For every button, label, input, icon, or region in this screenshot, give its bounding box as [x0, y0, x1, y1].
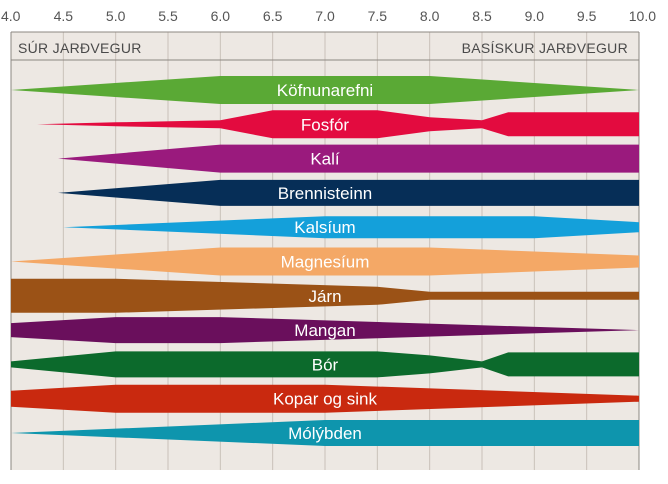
band-fosfór	[37, 110, 639, 139]
x-tick-label: 4.0	[1, 8, 21, 24]
band-label: Fosfór	[301, 115, 350, 134]
x-tick-label: 4.5	[54, 8, 74, 24]
x-tick-label: 8.5	[472, 8, 492, 24]
x-tick-label: 9.0	[525, 8, 545, 24]
zone-label-basic: BASÍSKUR JARÐVEGUR	[462, 40, 628, 56]
band-label: Bór	[312, 355, 339, 374]
x-tick-label: 6.0	[211, 8, 231, 24]
x-tick-label: 7.0	[315, 8, 335, 24]
zone-label-acidic: SÚR JARÐVEGUR	[18, 40, 142, 56]
band-label: Köfnunarefni	[277, 81, 373, 100]
x-tick-label: 5.5	[158, 8, 178, 24]
band-label: Magnesíum	[281, 253, 370, 272]
band-label: Mólýbden	[288, 424, 362, 443]
band-köfnunarefni	[11, 76, 639, 104]
band-label: Kopar og sink	[273, 390, 377, 409]
x-tick-label: 9.5	[577, 8, 597, 24]
x-axis-ticks: 4.0 4.5 5.0 5.5 6.0 6.5 7.0 7.5 8.0 8.5 9.0 9.5 10.0	[1, 8, 656, 24]
band-kalsíum	[63, 216, 640, 239]
band-label: Járn	[308, 287, 341, 306]
band-label: Kalí	[310, 150, 340, 169]
x-tick-label: 5.0	[106, 8, 126, 24]
band-brennisteinn	[58, 179, 640, 206]
band-magnesíum	[11, 247, 639, 276]
band-járn	[11, 278, 639, 313]
band-label: Kalsíum	[294, 218, 355, 237]
x-tick-label: 8.0	[420, 8, 440, 24]
band-label: Brennisteinn	[278, 184, 373, 203]
x-tick-label: 6.5	[263, 8, 283, 24]
band-label: Mangan	[294, 321, 355, 340]
band-kopar-og-sink	[11, 384, 639, 413]
nutrient-bands: Köfnunarefni Fosfór Kalí Brennisteinn Kalsíu…	[11, 76, 640, 446]
x-tick-label: 10.0	[629, 8, 656, 24]
band-mangan	[11, 317, 639, 344]
band-bór	[11, 351, 639, 378]
band-mólýbden	[11, 420, 639, 446]
x-tick-label: 7.5	[368, 8, 388, 24]
band-kalí	[58, 144, 640, 173]
